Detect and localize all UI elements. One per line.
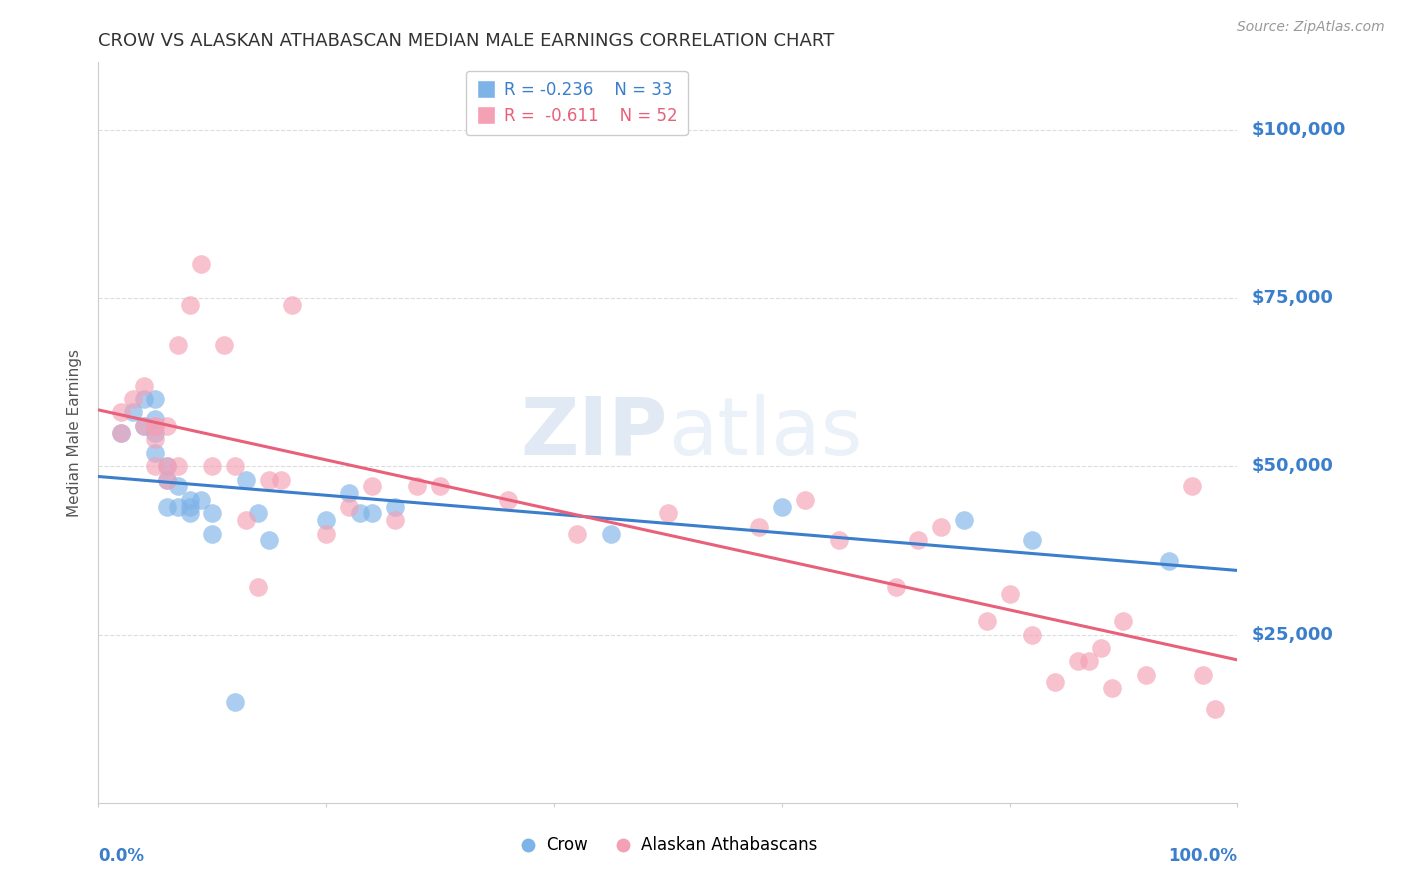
Point [156, 473, 179, 487]
Point [145, 392, 167, 406]
Point [110, 425, 132, 440]
Point [145, 425, 167, 440]
Point [145, 418, 167, 433]
Point [337, 486, 360, 500]
Point [998, 587, 1021, 601]
Point [156, 473, 179, 487]
Point [1021, 627, 1043, 641]
Point [190, 492, 212, 507]
Point [224, 459, 246, 474]
Point [145, 459, 167, 474]
Point [384, 500, 406, 514]
Point [384, 513, 406, 527]
Point [246, 507, 269, 521]
Point [259, 533, 281, 548]
Point [121, 405, 143, 419]
Point [110, 405, 132, 419]
Point [145, 446, 167, 460]
Point [657, 507, 679, 521]
Text: 0.0%: 0.0% [98, 847, 145, 865]
Point [1204, 701, 1226, 715]
Point [145, 412, 167, 426]
Text: CROW VS ALASKAN ATHABASCAN MEDIAN MALE EARNINGS CORRELATION CHART: CROW VS ALASKAN ATHABASCAN MEDIAN MALE E… [98, 32, 835, 50]
Point [953, 513, 976, 527]
Point [201, 507, 224, 521]
Point [1090, 640, 1112, 655]
Point [349, 507, 371, 521]
Text: atlas: atlas [668, 393, 862, 472]
Point [259, 473, 281, 487]
Point [132, 418, 155, 433]
Point [246, 581, 269, 595]
Point [360, 507, 382, 521]
Point [565, 526, 588, 541]
Text: Source: ZipAtlas.com: Source: ZipAtlas.com [1237, 20, 1385, 34]
Point [1157, 553, 1180, 567]
Text: 100.0%: 100.0% [1168, 847, 1237, 865]
Point [498, 492, 520, 507]
Point [179, 298, 201, 312]
Point [121, 392, 143, 406]
Point [132, 418, 155, 433]
Point [179, 500, 201, 514]
Point [132, 392, 155, 406]
Point [156, 500, 179, 514]
Point [212, 338, 235, 352]
Point [770, 500, 793, 514]
Text: ZIP: ZIP [520, 393, 668, 472]
Point [167, 338, 190, 352]
Point [929, 520, 952, 534]
Point [1181, 479, 1204, 493]
Point [201, 459, 224, 474]
Point [235, 473, 257, 487]
Point [145, 433, 167, 447]
Point [167, 459, 190, 474]
Point [201, 526, 224, 541]
Point [360, 479, 382, 493]
Point [1192, 668, 1215, 682]
Point [179, 492, 201, 507]
Point [828, 533, 851, 548]
Point [110, 425, 132, 440]
Point [167, 479, 190, 493]
Point [600, 526, 623, 541]
Point [315, 513, 337, 527]
Point [748, 520, 770, 534]
Point [156, 459, 179, 474]
Point [1021, 533, 1043, 548]
Point [190, 257, 212, 271]
Point [167, 500, 190, 514]
Point [1135, 668, 1157, 682]
Point [270, 473, 292, 487]
Point [429, 479, 451, 493]
Text: $100,000: $100,000 [1251, 120, 1346, 139]
Point [976, 614, 998, 628]
Point [1101, 681, 1123, 696]
Legend: Crow, Alaskan Athabascans: Crow, Alaskan Athabascans [512, 830, 824, 861]
Point [145, 418, 167, 433]
Point [1112, 614, 1135, 628]
Point [337, 500, 360, 514]
Point [907, 533, 929, 548]
Point [156, 418, 179, 433]
Point [315, 526, 337, 541]
Point [224, 695, 246, 709]
Text: $25,000: $25,000 [1251, 625, 1333, 643]
Text: $50,000: $50,000 [1251, 458, 1333, 475]
Point [179, 507, 201, 521]
Point [884, 581, 907, 595]
Point [1078, 655, 1101, 669]
Point [1067, 655, 1090, 669]
Point [793, 492, 815, 507]
Point [132, 378, 155, 392]
Point [1043, 674, 1066, 689]
Point [156, 459, 179, 474]
Y-axis label: Median Male Earnings: Median Male Earnings [67, 349, 83, 516]
Point [235, 513, 257, 527]
Point [281, 298, 304, 312]
Text: $75,000: $75,000 [1251, 289, 1333, 307]
Point [406, 479, 429, 493]
